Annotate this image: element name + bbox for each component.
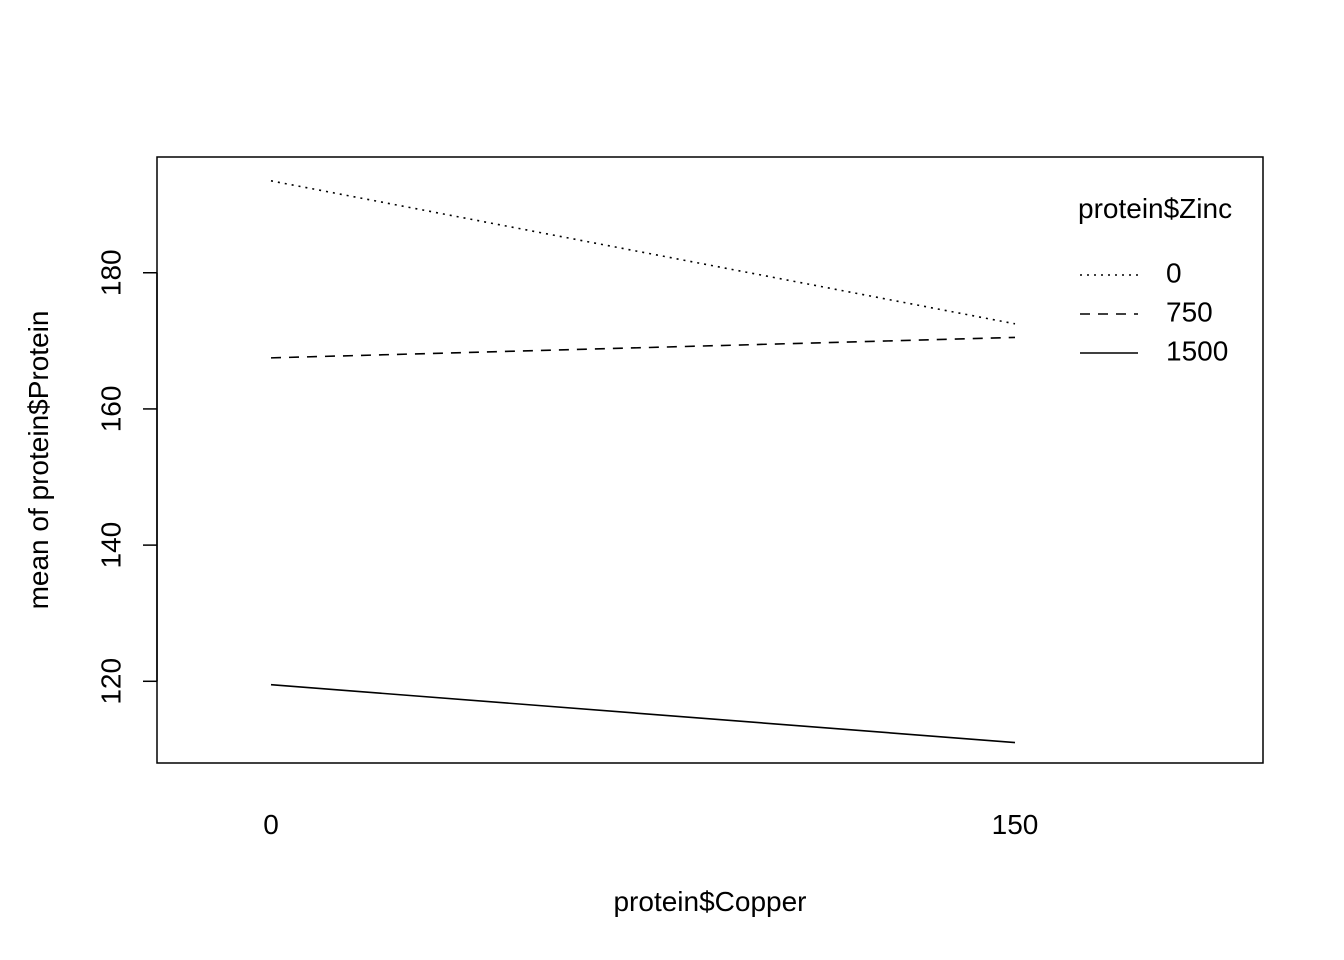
series-line <box>270 336 1016 359</box>
y-axis-title: mean of protein$Protein <box>23 311 54 610</box>
legend-label: 750 <box>1166 296 1213 327</box>
y-tick-label: 140 <box>95 522 126 569</box>
legend-label: 0 <box>1166 257 1182 288</box>
legend-label: 1500 <box>1166 335 1228 366</box>
x-axis: 0 150 <box>263 809 1038 840</box>
legend-title: protein$Zinc <box>1078 193 1232 224</box>
x-tick-label: 150 <box>992 809 1039 840</box>
y-axis: 120 140 160 180 <box>95 249 158 705</box>
x-tick-label: 0 <box>263 809 279 840</box>
y-tick-label: 160 <box>95 386 126 433</box>
plot-frame <box>156 156 1264 764</box>
x-axis-title: protein$Copper <box>613 886 806 917</box>
y-tick-label: 120 <box>95 658 126 705</box>
series-lines <box>270 180 1016 744</box>
y-tick-label: 180 <box>95 249 126 296</box>
series-line <box>270 180 1016 325</box>
legend: protein$Zinc 0 750 1500 <box>1078 193 1232 366</box>
series-line <box>270 683 1016 744</box>
